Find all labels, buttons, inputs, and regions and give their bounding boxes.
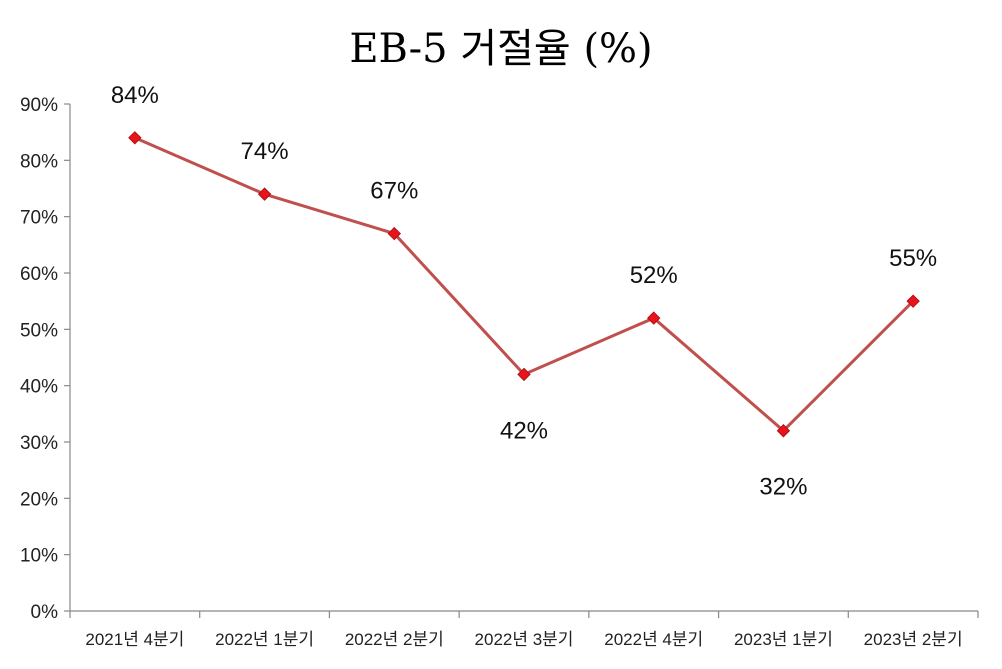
data-label: 55%	[889, 245, 937, 272]
data-label: 52%	[630, 262, 678, 289]
data-label: 74%	[241, 138, 289, 165]
y-tick-label: 30%	[20, 433, 58, 454]
data-point-marker	[906, 294, 920, 308]
data-point-marker	[128, 131, 142, 145]
data-point-marker	[517, 367, 531, 382]
x-axis: 2021년 4분기 2022년 1분기 2022년 2분기 2022년 3분기 2022…	[69, 610, 979, 649]
data-label: 84%	[111, 82, 159, 109]
y-tick-label: 40%	[20, 377, 58, 398]
data-point-marker	[647, 311, 661, 325]
data-label: 42%	[500, 417, 548, 444]
y-tick-label: 90%	[20, 95, 58, 116]
y-tick-label: 0%	[31, 602, 59, 623]
series-line-group	[134, 136, 915, 433]
x-tick-label: 2022년 3분기	[475, 630, 574, 649]
chart-title: EB-5 거절율 (%)	[349, 26, 652, 72]
y-tick-label: 50%	[20, 320, 58, 341]
data-label: 32%	[759, 474, 807, 501]
y-tick-label: 80%	[20, 151, 58, 172]
data-point-marker	[776, 424, 791, 438]
data-point-marker	[387, 226, 401, 241]
data-label-group: 84% 74% 67% 42% 52% 32% 55%	[111, 82, 937, 501]
y-tick-label: 70%	[20, 208, 58, 229]
x-tick-label: 2022년 4분기	[604, 630, 703, 649]
y-tick-label: 10%	[20, 546, 58, 567]
y-tick-label: 60%	[20, 264, 58, 285]
data-point-marker	[257, 187, 272, 201]
x-tick-label: 2022년 2분기	[345, 630, 444, 649]
x-tick-label: 2023년 1분기	[734, 630, 833, 649]
marker-group	[128, 131, 920, 438]
data-label: 67%	[370, 178, 418, 205]
series-line	[134, 136, 915, 433]
x-tick-label: 2022년 1분기	[215, 630, 314, 649]
y-axis: 0% 10% 20% 30% 40% 50% 60% 70% 80% 90%	[20, 95, 71, 623]
y-tick-label: 20%	[20, 489, 58, 510]
x-tick-label: 2023년 2분기	[864, 630, 963, 649]
x-tick-label: 2021년 4분기	[85, 630, 184, 649]
